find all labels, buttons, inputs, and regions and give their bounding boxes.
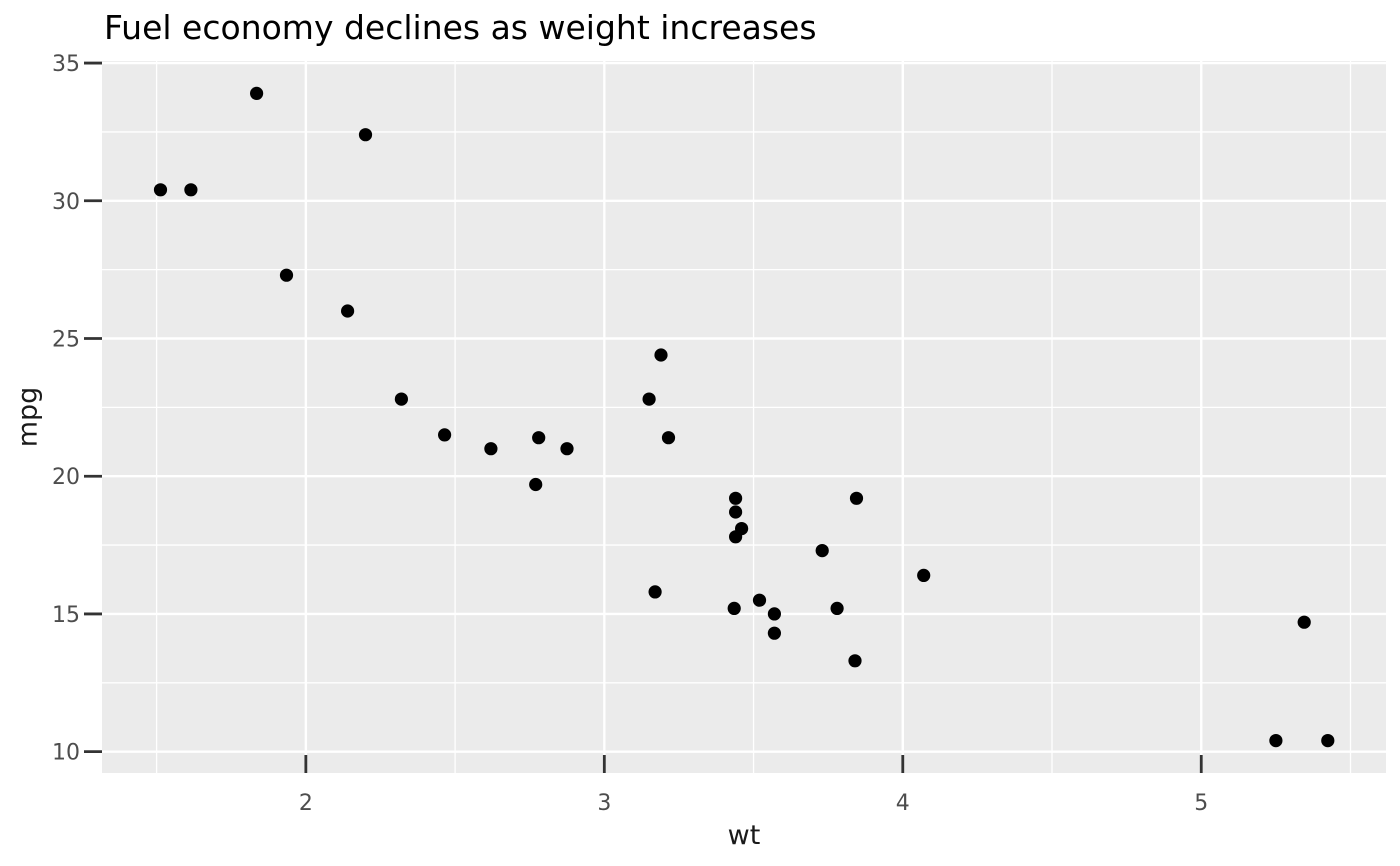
data-point <box>648 585 662 599</box>
data-point <box>752 593 767 607</box>
data-point <box>1321 734 1335 748</box>
data-point <box>654 348 668 362</box>
data-point <box>1269 734 1283 748</box>
chart-title: Fuel economy declines as weight increase… <box>104 8 817 47</box>
data-point <box>729 505 743 519</box>
y-tick-label: 10 <box>52 741 80 766</box>
y-tick-label: 15 <box>52 603 80 628</box>
data-point <box>815 544 829 558</box>
y-tick-label: 25 <box>52 328 80 353</box>
data-point <box>394 392 408 406</box>
data-point <box>341 304 355 318</box>
data-point <box>642 392 656 406</box>
x-tick-label: 4 <box>896 791 910 816</box>
x-tick-label: 2 <box>299 791 313 816</box>
data-point <box>830 601 844 616</box>
panel-background <box>102 61 1386 773</box>
data-point <box>1297 615 1311 629</box>
data-point <box>560 442 574 456</box>
data-point <box>279 268 294 282</box>
data-point <box>727 601 741 616</box>
data-point <box>184 183 198 197</box>
x-tick-label: 5 <box>1194 791 1208 816</box>
data-point <box>532 431 546 445</box>
x-axis-title: wt <box>727 820 761 851</box>
x-tick-label: 3 <box>597 791 611 816</box>
y-axis-title: mpg <box>12 386 44 448</box>
data-point <box>661 431 676 445</box>
data-point <box>358 128 373 142</box>
y-tick-label: 30 <box>52 190 80 215</box>
data-point <box>529 477 543 492</box>
y-tick-label: 35 <box>52 52 80 77</box>
data-point <box>484 442 498 456</box>
data-point <box>767 607 782 621</box>
data-point <box>153 183 168 197</box>
data-point <box>729 530 743 544</box>
data-point <box>848 654 862 668</box>
data-point <box>250 86 264 100</box>
data-point <box>849 491 864 505</box>
data-point <box>917 568 931 583</box>
data-point <box>729 491 743 505</box>
data-point <box>438 428 452 442</box>
y-tick-label: 20 <box>52 465 80 490</box>
data-point <box>767 626 782 640</box>
